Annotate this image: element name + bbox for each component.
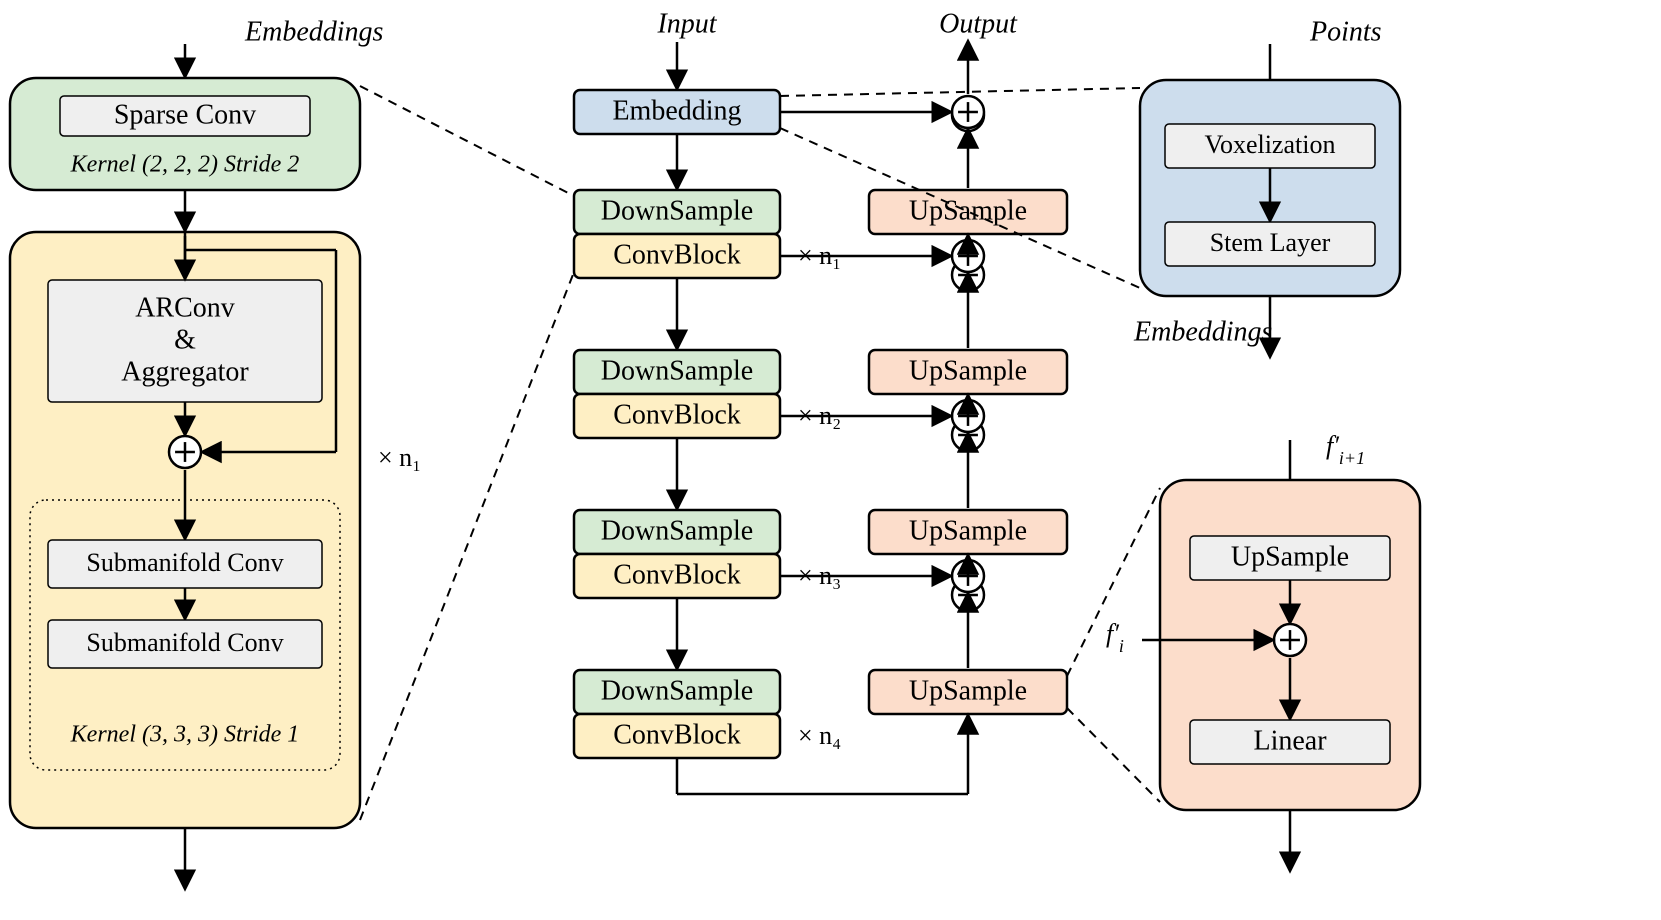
- right-embeddings-label: Embeddings: [1133, 316, 1273, 347]
- dash-2: [360, 272, 574, 820]
- left-mult: × n₁: [378, 443, 421, 472]
- upsample-2-label: UpSample: [909, 515, 1027, 546]
- f-i: f′i: [1106, 619, 1124, 656]
- mult-3: × n₄: [798, 721, 841, 750]
- dash-1: [360, 86, 574, 196]
- yellow-param: Kernel (3, 3, 3) Stride 1: [70, 722, 300, 748]
- convblock-3-label: ConvBlock: [613, 719, 741, 750]
- ups-inner-label: UpSample: [1231, 541, 1349, 572]
- convblock-2-label: ConvBlock: [613, 559, 741, 590]
- convblock-0-label: ConvBlock: [613, 239, 741, 270]
- green-param: Kernel (2, 2, 2) Stride 2: [70, 152, 300, 178]
- upsample-0-label: UpSample: [909, 195, 1027, 226]
- linear-inner-label: Linear: [1253, 725, 1327, 756]
- input-label: Input: [656, 8, 717, 39]
- submanifold-2-label: Submanifold Conv: [86, 628, 283, 657]
- convblock-1-label: ConvBlock: [613, 399, 741, 430]
- downsample-3-label: DownSample: [601, 675, 753, 706]
- downsample-0-label: DownSample: [601, 195, 753, 226]
- downsample-2-label: DownSample: [601, 515, 753, 546]
- arconv-l1: ARConv: [135, 292, 235, 323]
- sparse-conv-label: Sparse Conv: [114, 99, 256, 130]
- arconv-l3: Aggregator: [121, 356, 249, 387]
- submanifold-1-label: Submanifold Conv: [86, 548, 283, 577]
- arconv-l2: &: [174, 324, 196, 355]
- f-i1: f′i+1: [1326, 431, 1365, 468]
- stem-layer-label: Stem Layer: [1210, 228, 1331, 257]
- embedding-box-label: Embedding: [612, 95, 741, 126]
- points-label: Points: [1309, 16, 1382, 47]
- upsample-1-label: UpSample: [909, 355, 1027, 386]
- voxelization-label: Voxelization: [1205, 130, 1336, 159]
- dash-6: [1067, 708, 1160, 802]
- left-embeddings-label: Embeddings: [244, 16, 384, 47]
- output-label: Output: [939, 8, 1018, 39]
- dash-3: [780, 88, 1140, 96]
- downsample-1-label: DownSample: [601, 355, 753, 386]
- upsample-3-label: UpSample: [909, 675, 1027, 706]
